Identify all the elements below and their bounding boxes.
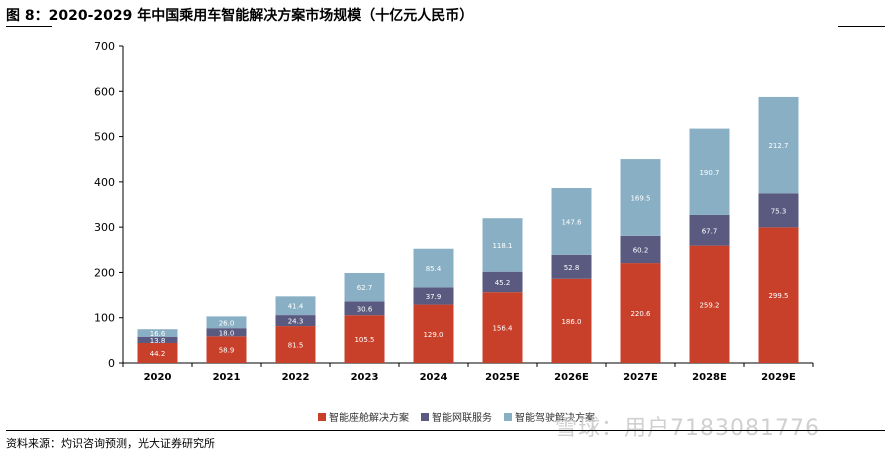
bar-segment-driving [620,159,661,236]
bar-segment-driving [689,128,730,215]
x-tick-label: 2024 [420,372,448,383]
x-tick-label: 2022 [282,372,310,383]
data-label: 58.9 [219,347,235,355]
bar-segment-cockpit [137,342,178,363]
data-label: 52.8 [564,264,580,272]
x-tick-label: 2025E [485,372,520,383]
data-label: 26.0 [219,319,235,327]
data-label: 75.3 [771,207,787,215]
data-label: 81.5 [288,342,304,350]
data-label: 118.1 [492,242,512,250]
data-label: 156.4 [492,325,513,333]
bar-segment-driving [482,218,523,272]
x-tick-label: 2020 [144,372,172,383]
data-label: 41.4 [288,303,304,311]
bar-segment-cockpit [551,278,592,363]
x-tick-label: 2021 [213,372,241,383]
bar-segment-driving [344,272,385,302]
bar-segment-driving [206,316,247,329]
bar-segment-connected [413,287,454,305]
data-label: 18.0 [219,329,235,337]
bar-segment-connected [551,254,592,279]
data-label: 30.6 [357,305,373,313]
bar-segment-cockpit [689,245,730,363]
y-tick-label: 200 [94,266,115,279]
bar-segment-connected [758,193,799,228]
figure-title: 图 8：2020-2029 年中国乘用车智能解决方案市场规模（十亿元人民币） [6,8,474,24]
data-label: 147.6 [561,218,582,226]
data-label: 212.7 [768,142,788,150]
data-label: 85.4 [426,265,442,273]
bar-segment-cockpit [620,263,661,363]
data-label: 299.5 [768,292,788,300]
y-tick-label: 700 [94,40,115,53]
bar-segment-cockpit [275,326,316,363]
legend-label: 智能网联服务 [432,413,492,424]
legend-item-cockpit: 智能座舱解决方案 [318,409,409,424]
x-tick-label: 2028E [692,372,727,383]
bar-segment-driving [551,188,592,255]
bar-segment-connected [206,328,247,337]
data-label: 105.5 [354,336,374,344]
legend-item-connected: 智能网联服务 [421,409,492,424]
bar-segment-cockpit [206,336,247,363]
bar-segment-cockpit [482,292,523,363]
y-tick-label: 600 [94,85,115,98]
legend-item-driving: 智能驾驶解决方案 [504,409,595,424]
y-tick-label: 100 [94,312,115,325]
bar-segment-cockpit [413,304,454,363]
data-label: 129.0 [423,331,443,339]
y-tick-label: 300 [94,221,115,234]
bar-segment-connected [344,301,385,316]
y-tick-label: 400 [94,176,115,189]
bar-segment-connected [275,315,316,327]
data-label: 24.3 [288,318,304,326]
data-label: 186.0 [561,318,581,326]
x-tick-label: 2029E [761,372,796,383]
data-label: 259.2 [699,301,719,309]
legend-swatch [318,412,326,421]
y-tick-label: 500 [94,131,115,144]
y-tick-label: 0 [108,357,115,370]
bar-segment-driving [413,248,454,288]
bar-segment-cockpit [344,315,385,363]
data-label: 16.6 [150,330,166,338]
data-label: 37.9 [426,293,442,301]
data-label: 44.2 [150,350,166,358]
data-label: 13.8 [150,337,166,345]
bar-segment-connected [620,235,661,264]
footer-rule [6,430,885,431]
data-label: 62.7 [357,284,373,292]
x-tick-label: 2026E [554,372,589,383]
legend-swatch [421,412,429,421]
bar-segment-driving [758,96,799,194]
title-underline-right [838,26,885,27]
data-label: 169.5 [630,194,650,202]
legend-label: 智能驾驶解决方案 [515,413,595,424]
data-label: 220.6 [630,310,651,318]
bar-segment-connected [689,214,730,246]
bar-segment-driving [137,329,178,337]
data-label: 67.7 [702,227,718,235]
data-label: 45.2 [495,279,511,287]
bar-segment-cockpit [758,227,799,363]
bar-segment-connected [137,336,178,343]
data-label: 60.2 [633,246,649,254]
x-tick-label: 2027E [623,372,658,383]
source-note: 资料来源：灼识咨询预测，光大证券研究所 [6,437,215,450]
legend-swatch [504,412,512,421]
title-underline-left [6,26,52,27]
data-label: 190.7 [699,169,719,177]
watermark: 雪球：用户7183081776 [555,416,820,441]
chart-legend: 智能座舱解决方案 智能网联服务 智能驾驶解决方案 [318,409,595,424]
bar-segment-connected [482,271,523,293]
bar-segment-driving [275,296,316,316]
x-tick-label: 2023 [351,372,379,383]
legend-label: 智能座舱解决方案 [329,413,409,424]
